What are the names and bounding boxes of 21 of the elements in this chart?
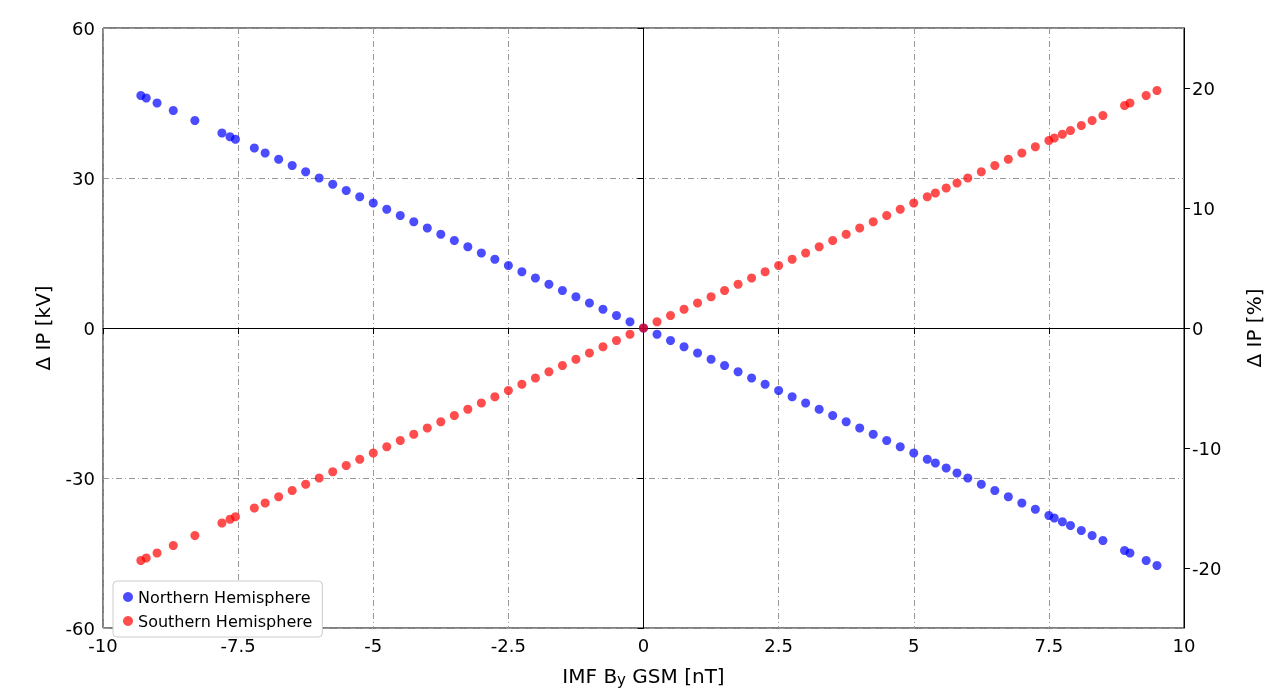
y2-tick-label: 10 (1192, 197, 1215, 219)
x-tick-label: -2.5 (490, 634, 526, 656)
y-tick-label: 30 (72, 167, 95, 189)
y-tick-label: 60 (72, 17, 95, 39)
x-tick-label: 0 (637, 634, 650, 656)
y2-tick-label: 0 (1192, 317, 1204, 339)
x-tick-label: 7.5 (1034, 634, 1064, 656)
y2-tick-label: -10 (1192, 437, 1222, 459)
y2-tick-label: -20 (1192, 557, 1222, 579)
x-tick-label: 5 (908, 634, 920, 656)
y-tick-label: -30 (65, 467, 95, 489)
x-tick-label: -7.5 (220, 634, 256, 656)
x-tick-label: 10 (1172, 634, 1196, 656)
y-tick-label: 0 (83, 317, 95, 339)
legend-label: Northern Hemisphere (138, 587, 311, 607)
y2-tick-label: 20 (1192, 77, 1215, 99)
y-axis-title: Δ IP [kV] (31, 285, 55, 371)
x-tick-label: -5 (364, 634, 383, 656)
legend-label: Southern Hemisphere (138, 611, 313, 631)
y2-axis-title: Δ IP [%] (1242, 288, 1266, 368)
x-tick-label: 2.5 (764, 634, 793, 656)
